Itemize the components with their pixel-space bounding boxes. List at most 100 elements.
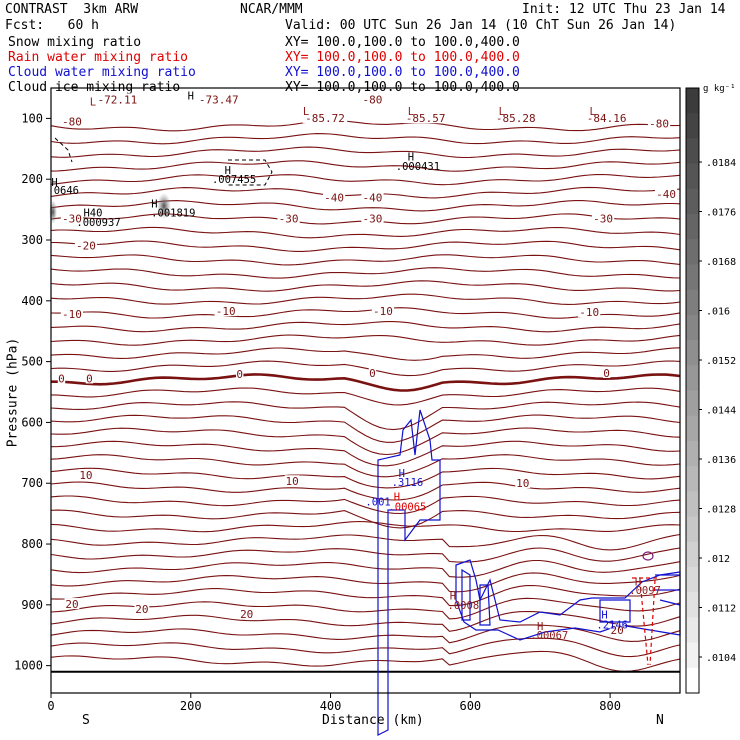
extremum-label: H	[394, 492, 400, 504]
isotherm-label-bg	[85, 372, 94, 384]
isotherm-contour	[50, 559, 681, 578]
endpoint-left-label: S	[82, 713, 90, 728]
isotherm-label: 0	[369, 367, 376, 380]
extremum-label: 0646	[54, 185, 79, 197]
extremum-label: .001819	[151, 208, 195, 220]
isotherm-contour	[50, 267, 681, 279]
isotherm-label: 0	[58, 372, 65, 385]
y-tick-label: 1000	[14, 659, 43, 673]
isotherm-contour	[50, 173, 681, 186]
extremum-label: H40	[83, 208, 102, 220]
x-tick-label: 400	[320, 699, 342, 713]
isotherm-contour	[50, 520, 681, 533]
isotherm-contour	[50, 440, 681, 467]
colorbar-swatch	[686, 592, 699, 618]
y-axis-title: Pressure (hPa)	[5, 337, 21, 448]
extremum-label: H	[635, 577, 641, 589]
isotherm-label: 10	[79, 469, 92, 482]
isotherm-label: 10	[516, 477, 529, 490]
extremum-label: H	[537, 621, 543, 633]
rain-water-contour	[632, 577, 660, 666]
model-name: CONTRAST 3km ARW	[5, 2, 139, 17]
isotherm-label-bg	[647, 117, 671, 129]
isotherm-label-bg	[493, 112, 538, 124]
isotherm-label-bg	[584, 112, 629, 124]
isotherm-label: -20	[76, 239, 96, 252]
isotherm-label-bg	[403, 112, 448, 124]
extremum-label: H	[225, 165, 231, 177]
isotherm-label: -73.47	[199, 93, 239, 106]
cloud-water-contour	[461, 568, 471, 621]
y-tick-label: 800	[21, 537, 43, 551]
isotherm-label: 20	[610, 624, 623, 637]
extremum-label: H	[601, 610, 607, 622]
colorbar-tick-label: .0104	[706, 653, 736, 664]
plot-frame	[50, 87, 681, 694]
colorbar-swatch	[686, 113, 699, 139]
field-rain-xy: XY= 100.0,100.0 to 100.0,400.0	[285, 50, 520, 65]
cloud-water-contour	[599, 599, 631, 623]
field-snow-xy: XY= 100.0,100.0 to 100.0,400.0	[285, 35, 520, 50]
isotherm-contour	[50, 610, 681, 632]
y-tick-label: 100	[21, 111, 43, 125]
x-tick-label: 200	[180, 699, 202, 713]
isotherm-label: -10	[216, 305, 236, 318]
isotherm-label: 10	[285, 475, 298, 488]
cloud-ice-contour	[54, 137, 73, 163]
isotherm-label: -30	[279, 213, 299, 226]
isotherm-contour	[50, 226, 681, 239]
colorbar-swatch	[686, 188, 699, 215]
isotherm-contour	[50, 293, 681, 305]
field-rain-name: Rain water mixing ratio	[8, 50, 189, 65]
isotherm-label: -85.28	[496, 112, 536, 125]
isotherm-label: -85.72	[305, 112, 345, 125]
isotherm-label: -30	[593, 213, 613, 226]
isotherm-label: -72.11	[98, 93, 138, 106]
colorbar-swatch	[686, 541, 699, 568]
cloud-ice-contour	[642, 551, 654, 561]
extremum-label: .000937	[76, 217, 120, 229]
isotherm-label: -40	[656, 188, 676, 201]
isotherm-contour	[50, 509, 681, 529]
isotherm-contour	[50, 650, 681, 672]
colorbar-swatch	[686, 239, 699, 265]
y-tick-label: 200	[21, 172, 43, 186]
x-tick-label: 600	[459, 699, 481, 713]
extremum-label: .00065	[388, 501, 426, 513]
colorbar-tick-label: .0136	[706, 455, 736, 466]
isotherm-label-bg	[60, 212, 84, 224]
colorbar-tick-label: .0176	[706, 208, 736, 219]
extremum-label: L	[303, 106, 309, 118]
colorbar-tick-label: .0184	[706, 158, 736, 169]
colorbar-swatch	[686, 163, 699, 190]
valid-time: Valid: 00 UTC Sun 26 Jan 14 (10 ChT Sun …	[285, 18, 677, 33]
isotherm-label-bg	[361, 93, 384, 105]
cloud-water-contour	[377, 409, 441, 736]
isotherm-label-bg	[239, 607, 255, 619]
isotherm-contour	[50, 547, 681, 563]
extremum-label: H	[151, 199, 157, 211]
field-snow-name: Snow mixing ratio	[8, 35, 142, 50]
extremum-label: .0008	[448, 600, 480, 612]
colorbar-swatch	[686, 365, 699, 391]
colorbar-tick-label: .0168	[706, 257, 736, 268]
isotherm-label: -80	[363, 93, 383, 106]
colorbar-swatch	[686, 440, 699, 467]
isotherm-contour	[50, 637, 681, 658]
colorbar-tick-label: .016	[706, 307, 730, 318]
extremum-label: .000431	[396, 161, 440, 173]
isotherm-label: -40	[324, 191, 344, 204]
isotherm-label-bg	[95, 93, 140, 105]
extremum-label: H	[399, 468, 405, 480]
isotherm-label-bg	[578, 306, 601, 318]
cloud-water-contour	[655, 574, 681, 606]
colorbar-swatch	[686, 566, 699, 593]
y-tick-label: 700	[21, 476, 43, 490]
isotherm-label-bg	[196, 93, 241, 105]
isotherm-label: 0	[236, 368, 243, 381]
isotherm-label-bg	[64, 598, 80, 610]
y-tick-label: 600	[21, 415, 43, 429]
isotherm-label-bg	[78, 469, 94, 481]
cloud-water-contour	[479, 584, 491, 626]
isotherm-contour	[50, 307, 681, 319]
